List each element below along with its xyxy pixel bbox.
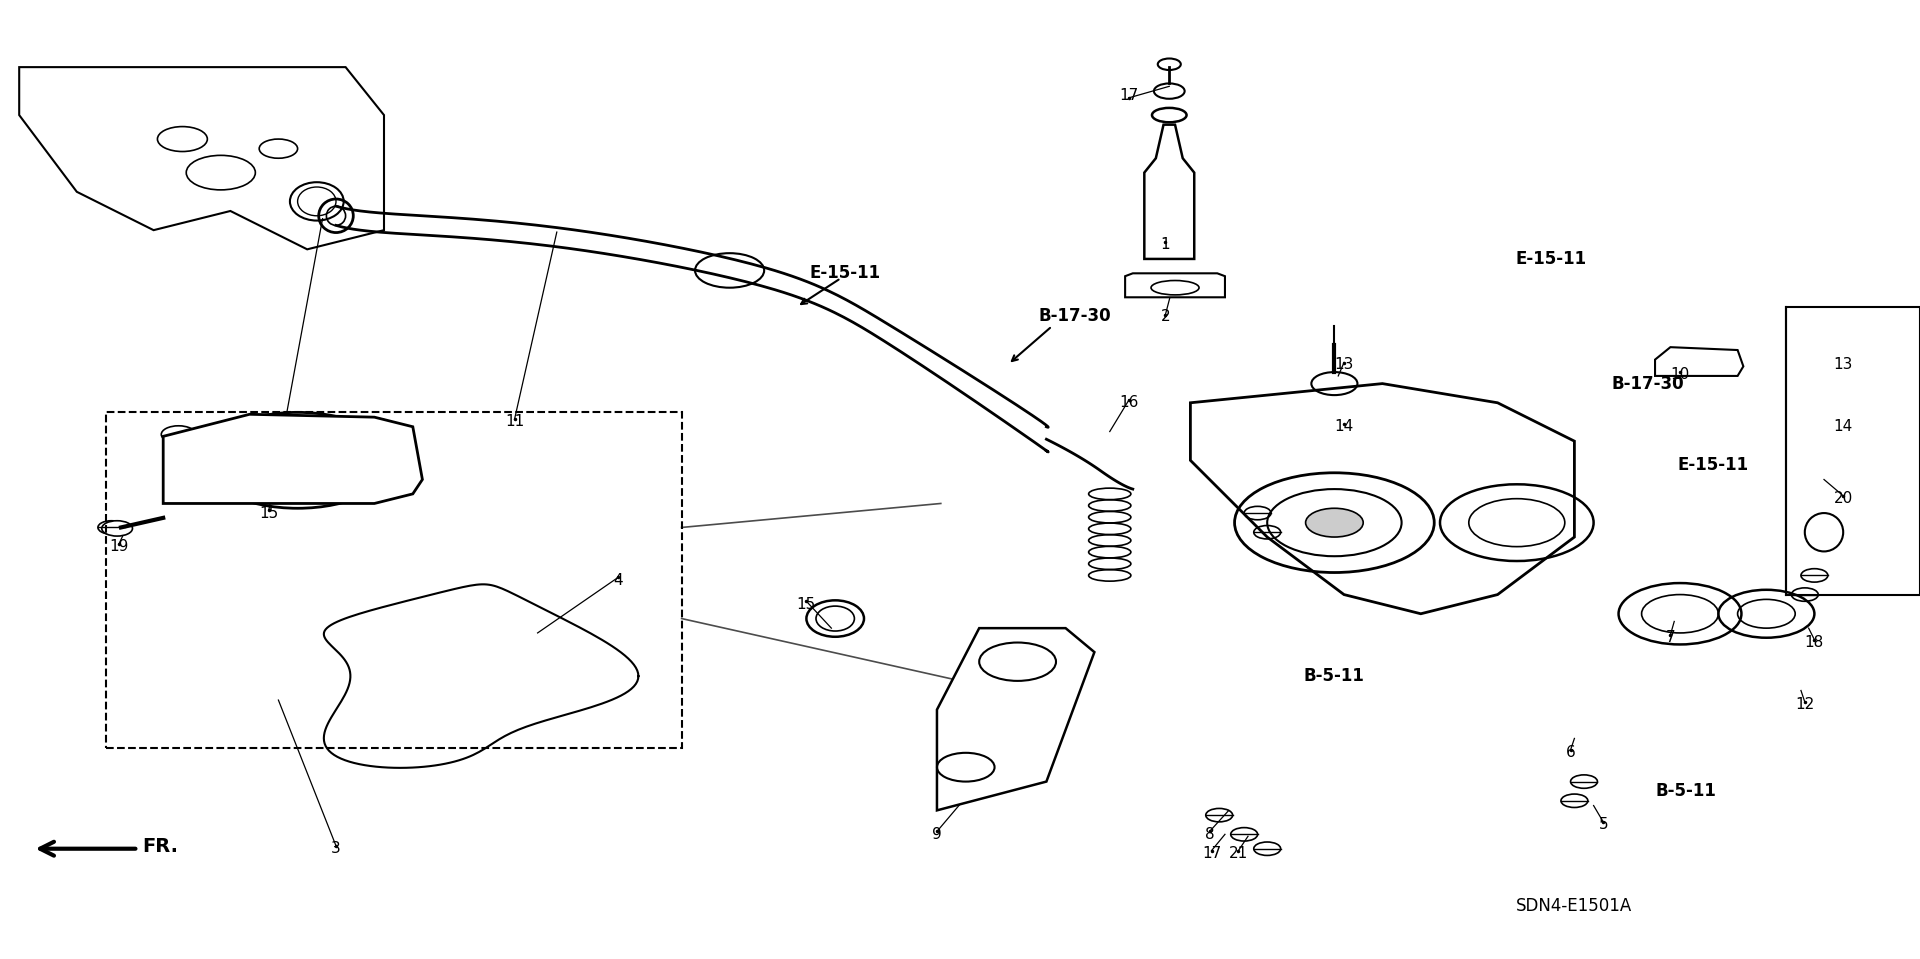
Text: 9: 9	[931, 827, 943, 842]
Text: 10: 10	[1670, 366, 1690, 382]
Text: 2: 2	[1160, 309, 1171, 324]
Polygon shape	[1125, 273, 1225, 297]
Text: 19: 19	[109, 539, 129, 554]
Text: 14: 14	[1334, 419, 1354, 434]
Text: 17: 17	[1202, 846, 1221, 861]
Text: 11: 11	[505, 414, 524, 430]
Text: E-15-11: E-15-11	[808, 265, 881, 282]
Text: 20: 20	[1834, 491, 1853, 506]
Circle shape	[1306, 508, 1363, 537]
Polygon shape	[937, 628, 1094, 810]
Polygon shape	[19, 67, 384, 249]
Text: B-17-30: B-17-30	[1611, 375, 1684, 392]
Text: E-15-11: E-15-11	[1515, 250, 1588, 268]
Text: SDN4-E1501A: SDN4-E1501A	[1517, 898, 1632, 915]
Text: 4: 4	[612, 573, 624, 588]
Bar	[106, 412, 682, 748]
Text: B-5-11: B-5-11	[1304, 667, 1365, 685]
Text: 17: 17	[1119, 88, 1139, 104]
Text: B-17-30: B-17-30	[1039, 308, 1112, 325]
Text: 1: 1	[1160, 237, 1171, 252]
Text: 13: 13	[1334, 357, 1354, 372]
Polygon shape	[163, 414, 422, 503]
Text: 12: 12	[1795, 697, 1814, 713]
Text: 15: 15	[797, 596, 816, 612]
Text: 16: 16	[1119, 395, 1139, 410]
Circle shape	[102, 521, 132, 536]
Polygon shape	[1655, 347, 1743, 376]
Text: 8: 8	[1204, 827, 1215, 842]
Circle shape	[263, 443, 332, 478]
Polygon shape	[1144, 125, 1194, 259]
Text: 7: 7	[1665, 630, 1676, 645]
Text: 14: 14	[1834, 419, 1853, 434]
Text: 3: 3	[330, 841, 342, 856]
Text: B-5-11: B-5-11	[1655, 783, 1716, 800]
Text: 6: 6	[1565, 745, 1576, 760]
Text: E-15-11: E-15-11	[1676, 456, 1749, 474]
Text: 5: 5	[1597, 817, 1609, 832]
Bar	[1786, 307, 1920, 595]
Text: 18: 18	[1805, 635, 1824, 650]
Text: 15: 15	[259, 505, 278, 521]
Text: FR.: FR.	[142, 837, 179, 856]
Text: 13: 13	[1834, 357, 1853, 372]
Text: 21: 21	[1229, 846, 1248, 861]
Polygon shape	[1190, 384, 1574, 614]
